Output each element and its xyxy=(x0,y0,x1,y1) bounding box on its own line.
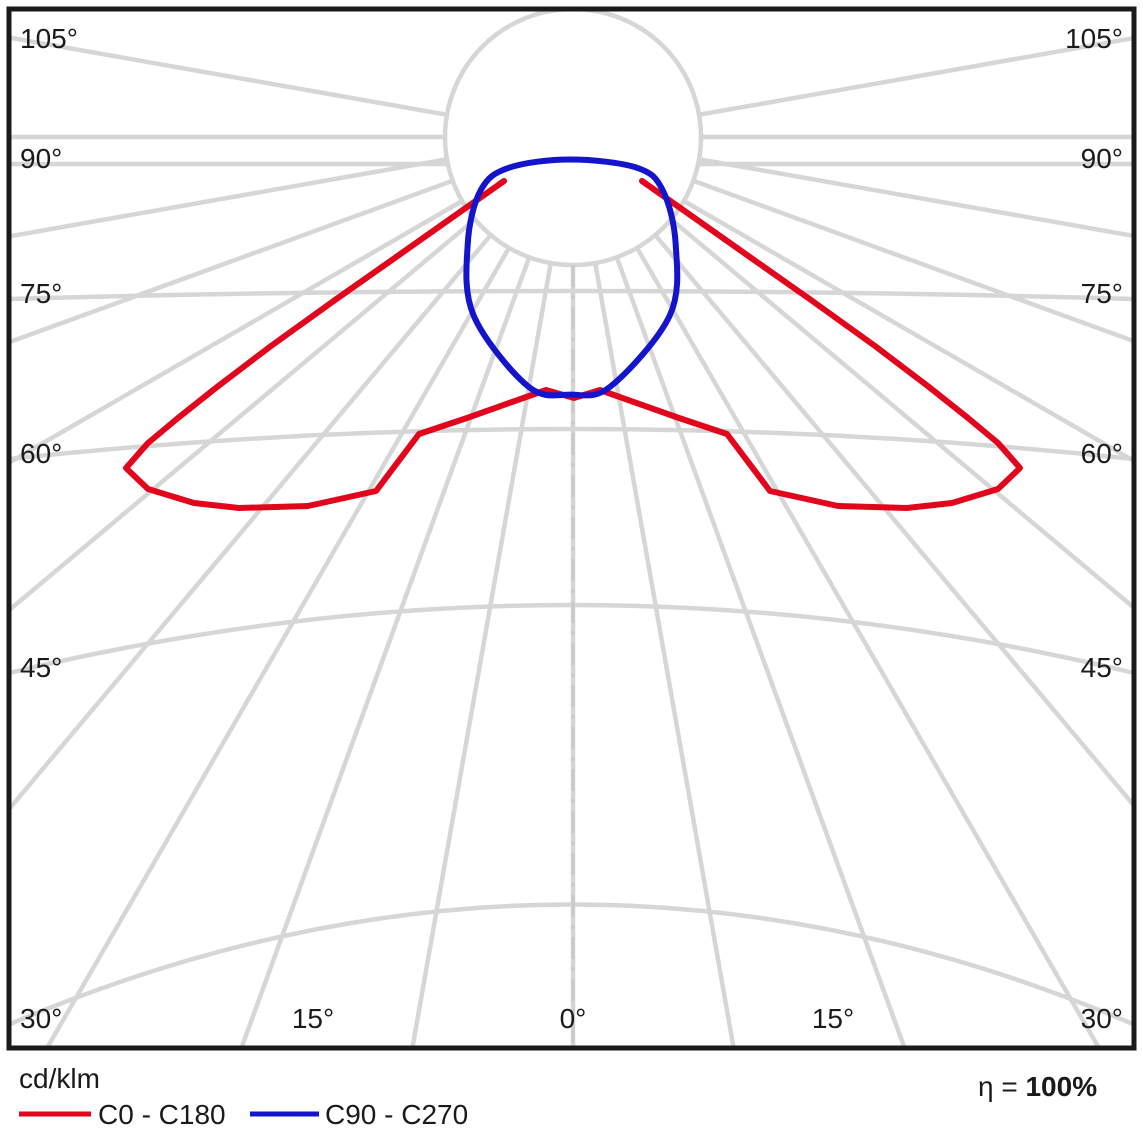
svg-text:C90 - C270: C90 - C270 xyxy=(325,1099,468,1130)
svg-text:75°: 75° xyxy=(20,278,62,309)
svg-text:30°: 30° xyxy=(20,1003,62,1034)
svg-text:η = 100%: η = 100% xyxy=(978,1071,1097,1102)
svg-text:30°: 30° xyxy=(1081,1003,1123,1034)
svg-text:45°: 45° xyxy=(20,652,62,683)
svg-text:cd/klm: cd/klm xyxy=(19,1063,100,1094)
svg-text:45°: 45° xyxy=(1081,652,1123,683)
svg-text:90°: 90° xyxy=(1081,143,1123,174)
svg-text:C0 - C180: C0 - C180 xyxy=(98,1099,226,1130)
svg-text:105°: 105° xyxy=(1065,23,1123,54)
svg-text:60°: 60° xyxy=(20,438,62,469)
svg-text:90°: 90° xyxy=(20,143,62,174)
svg-text:105°: 105° xyxy=(20,23,78,54)
svg-text:75°: 75° xyxy=(1081,278,1123,309)
svg-text:0°: 0° xyxy=(560,1003,587,1034)
svg-text:15°: 15° xyxy=(812,1003,854,1034)
svg-text:15°: 15° xyxy=(292,1003,334,1034)
svg-text:60°: 60° xyxy=(1081,438,1123,469)
